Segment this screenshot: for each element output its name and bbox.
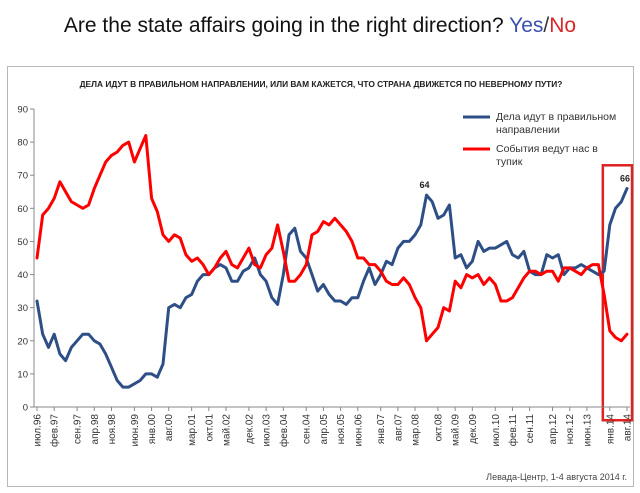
x-tick-label: авг.00	[164, 414, 175, 442]
x-tick-label: июл.96	[33, 414, 44, 447]
x-tick-label: дек.02	[244, 414, 255, 444]
source-note: Левада-Центр, 1-4 августа 2014 г.	[486, 472, 627, 482]
x-tick-label: апр.05	[319, 414, 330, 445]
headline-no: No	[549, 14, 577, 37]
x-tick-label: июл.03	[262, 414, 273, 447]
chart-panel: ДЕЛА ИДУТ В ПРАВИЛЬНОМ НАПРАВЛЕНИИ, ИЛИ …	[7, 66, 634, 487]
x-tick-label: янв.14	[605, 414, 616, 445]
headline-slash: /	[543, 14, 550, 37]
y-tick-label: 90	[17, 105, 28, 116]
x-tick-label: фев.11	[507, 414, 519, 447]
y-tick-label: 50	[17, 237, 28, 248]
x-tick-label: сен.04	[302, 414, 313, 444]
y-tick-label: 60	[17, 204, 28, 215]
headline-question: Are the state affairs going in the right…	[63, 14, 504, 37]
series-line-dead-end	[35, 134, 629, 343]
legend: Дела идут в правильном направлении События…	[463, 111, 616, 168]
x-tick-label: окт.01	[204, 414, 215, 442]
line-chart: ДЕЛА ИДУТ В ПРАВИЛЬНОМ НАПРАВЛЕНИИ, ИЛИ …	[17, 79, 634, 482]
legend-label: Дела идут в правильном направлении	[496, 111, 616, 136]
x-tick-label: янв.07	[376, 414, 387, 445]
x-tick-label: май.09	[451, 414, 462, 446]
x-tick-label: сен.97	[73, 414, 84, 444]
x-tick-label: мар.08	[411, 414, 422, 446]
x-tick-label: дек.09	[468, 414, 479, 444]
x-tick-label: июн.13	[582, 414, 593, 447]
x-tick-label: апр.12	[548, 414, 559, 445]
y-tick-label: 10	[17, 369, 28, 380]
series-line-right-direction	[35, 187, 629, 389]
peak-annotation: 66	[620, 173, 630, 183]
headline-yes: Yes	[509, 14, 544, 37]
x-tick-label: июл.10	[491, 414, 502, 447]
x-tick-label: янв.00	[147, 414, 158, 445]
x-tick-label: окт.08	[433, 414, 444, 442]
x-tick-label: ноя.98	[107, 414, 118, 445]
chart-title: ДЕЛА ИДУТ В ПРАВИЛЬНОМ НАПРАВЛЕНИИ, ИЛИ …	[80, 79, 563, 89]
x-tick-label: ноя.05	[336, 414, 347, 445]
x-tick-label: июн.99	[130, 414, 141, 447]
headline: Are the state affairs going in the right…	[0, 14, 640, 38]
y-tick-label: 20	[17, 336, 28, 347]
y-tick-label: 0	[23, 403, 28, 414]
legend-label: События ведут нас в тупик	[496, 143, 598, 168]
x-tick-label: ноя.12	[565, 414, 576, 445]
x-tick-label: фев.04	[278, 414, 290, 447]
x-tick-label: апр.98	[90, 414, 101, 445]
x-tick-label: мар.01	[187, 414, 198, 446]
x-tick-label: авг.07	[393, 414, 404, 442]
x-tick-label: авг.14	[623, 414, 634, 442]
x-tick-label: май.02	[222, 414, 233, 446]
x-tick-label: сен.11	[525, 414, 536, 444]
x-tick-label: фев.97	[49, 414, 61, 447]
highlight-box	[601, 164, 634, 422]
y-tick-label: 40	[17, 270, 28, 281]
y-tick-label: 70	[17, 171, 28, 182]
y-tick-label: 30	[17, 303, 28, 314]
y-tick-label: 80	[17, 138, 28, 149]
x-tick-label: июн.06	[353, 414, 364, 447]
peak-annotation: 64	[420, 180, 430, 190]
